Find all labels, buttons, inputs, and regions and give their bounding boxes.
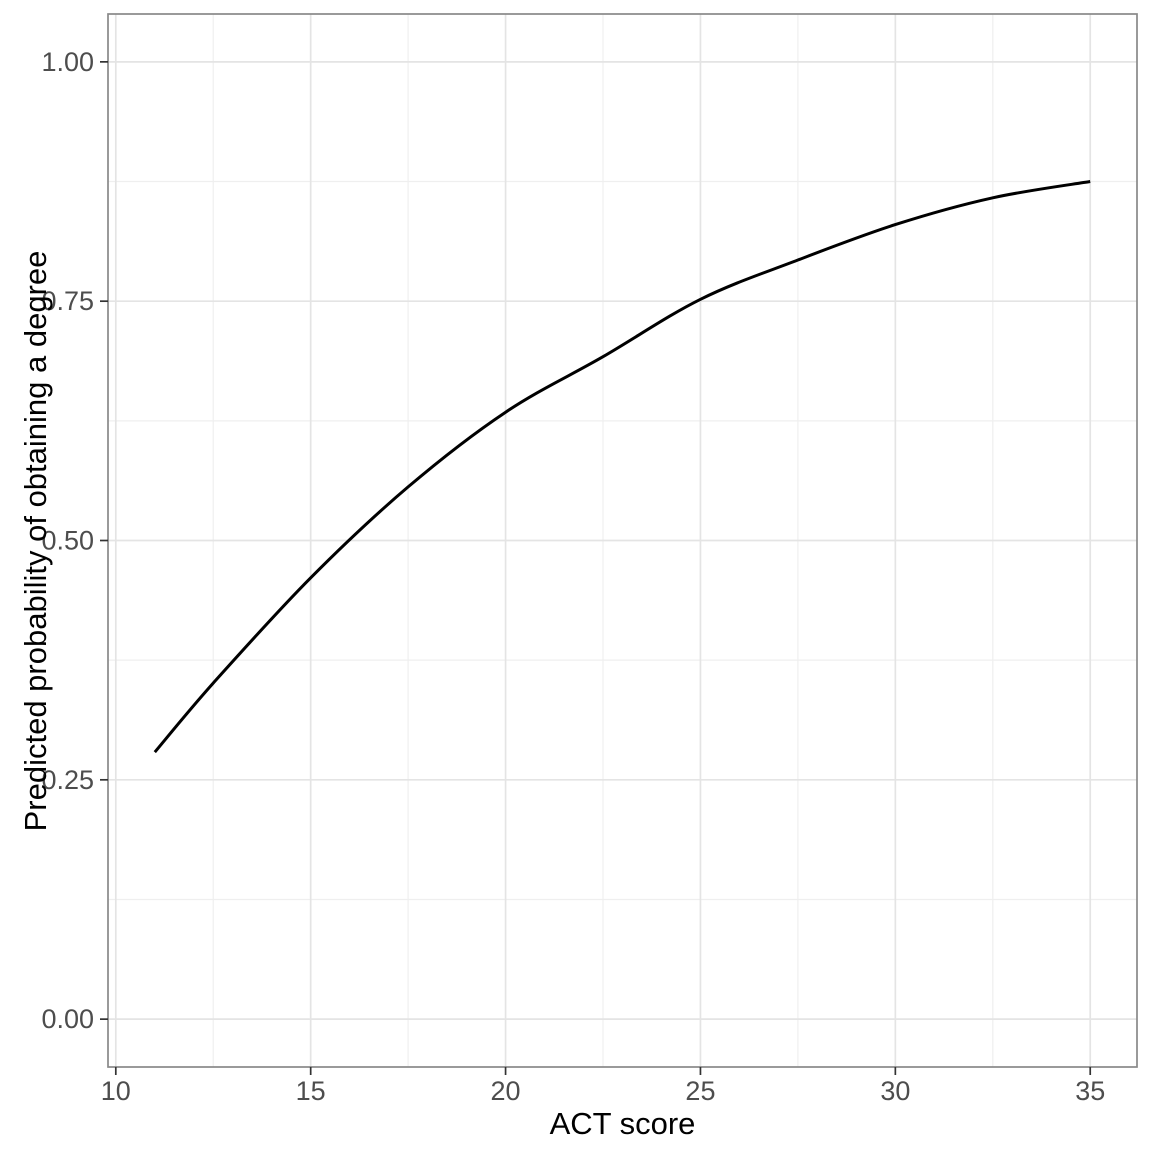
y-tick-label: 0.75 — [41, 286, 94, 316]
x-tick-label: 15 — [296, 1076, 326, 1106]
y-tick-label: 0.00 — [41, 1004, 94, 1034]
y-tick-label: 0.25 — [41, 765, 94, 795]
x-tick-label: 30 — [880, 1076, 910, 1106]
y-tick-label: 1.00 — [41, 47, 94, 77]
x-tick-label: 20 — [491, 1076, 521, 1106]
x-tick-label: 25 — [685, 1076, 715, 1106]
x-axis-title: ACT score — [549, 1106, 696, 1141]
y-tick-label: 0.50 — [41, 526, 94, 556]
x-tick-label: 35 — [1075, 1076, 1105, 1106]
x-tick-label: 10 — [101, 1076, 131, 1106]
y-axis-title: Predicted probability of obtaining a deg… — [18, 250, 53, 832]
probability-curve — [153, 180, 1091, 754]
